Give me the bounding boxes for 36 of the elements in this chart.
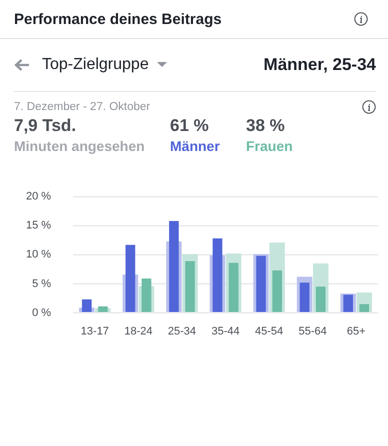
x-tick-label: 35-44 xyxy=(211,325,240,338)
text: Frauen xyxy=(246,138,293,154)
text: Minuten angesehen xyxy=(14,138,145,154)
x-tick-label: 18-24 xyxy=(124,325,152,338)
text: 7,9 Tsd. xyxy=(14,116,76,135)
text: 7. Dezember - 27. Oktober xyxy=(14,101,150,113)
x-tick-label: 25-34 xyxy=(168,325,196,338)
text: Top-Zielgruppe xyxy=(42,56,149,73)
text: 61 % xyxy=(170,116,209,135)
bar xyxy=(256,256,266,312)
bar xyxy=(185,261,195,312)
bar xyxy=(300,282,310,312)
bar xyxy=(228,262,238,312)
bar xyxy=(98,306,108,312)
text: Männer xyxy=(170,138,220,154)
y-tick-label: 5 % xyxy=(32,278,52,290)
bar xyxy=(169,221,179,312)
y-tick-label: 15 % xyxy=(26,220,52,232)
bar xyxy=(359,304,370,312)
x-tick-label: 45-54 xyxy=(255,325,284,338)
bar xyxy=(212,238,222,312)
bar xyxy=(316,286,326,312)
text: 38 % xyxy=(246,116,285,135)
y-tick-label: 0 % xyxy=(32,306,52,319)
y-tick-label: 10 % xyxy=(26,248,52,261)
bar xyxy=(272,270,282,312)
bar xyxy=(126,244,136,312)
chart-title: Performance deines Beitrags xyxy=(14,10,222,28)
y-tick-label: 20 % xyxy=(26,190,52,203)
bar xyxy=(343,294,353,312)
bar xyxy=(82,299,92,312)
x-tick-label: 13-17 xyxy=(80,325,109,338)
text: Männer, 25-34 xyxy=(264,55,376,74)
x-tick-label: 55-64 xyxy=(298,325,327,338)
x-tick-label: 65+ xyxy=(346,325,366,338)
bar xyxy=(142,278,152,312)
